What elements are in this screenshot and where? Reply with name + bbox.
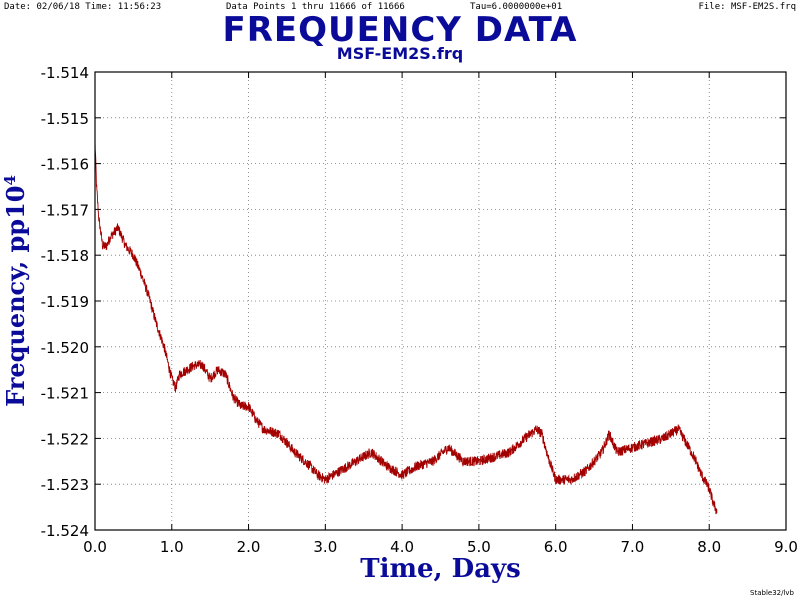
header-file: File: MSF-EM2S.frq (698, 2, 796, 12)
frequency-series-line (94, 139, 718, 515)
y-tick-label: -1.516 (41, 156, 89, 174)
x-tick-label: 2.0 (237, 538, 261, 556)
y-tick-label: -1.521 (41, 385, 89, 403)
y-tick-label: -1.524 (41, 522, 89, 540)
chart-subtitle: MSF-EM2S.frq (336, 44, 464, 63)
x-tick-label: 9.0 (774, 538, 798, 556)
y-tick-label: -1.522 (41, 430, 89, 448)
y-axis-label: Frequency, pp104 (1, 175, 30, 407)
header-data-points: Data Points 1 thru 11666 of 11666 (226, 2, 405, 12)
x-tick-label: 5.0 (467, 538, 491, 556)
tick-layer: 0.0 1.0 2.0 3.0 4.0 5.0 6.0 7.0 8.0 9.0 -1.514 -1.5… (41, 64, 798, 556)
x-tick-label: 7.0 (621, 538, 645, 556)
x-axis-label: Time, Days (360, 554, 521, 584)
y-tick-label: -1.514 (41, 64, 89, 82)
plot-frame (94, 71, 787, 531)
grid-lines (95, 72, 786, 530)
x-tick-label: 3.0 (313, 538, 337, 556)
header-date-time: Date: 02/06/18 Time: 11:56:23 (4, 2, 162, 12)
y-tick-label: -1.517 (41, 201, 89, 219)
x-tick-label: 4.0 (390, 538, 414, 556)
y-tick-label: -1.519 (41, 293, 89, 311)
header-tau: Tau=6.0000000e+01 (470, 2, 563, 12)
x-tick-label: 1.0 (160, 538, 184, 556)
y-tick-label: -1.523 (41, 476, 89, 494)
chart-title: FREQUENCY DATA (222, 10, 578, 50)
x-tick-label: 0.0 (83, 538, 107, 556)
y-axis-label-superscript: 4 (1, 175, 19, 185)
footer-credit: Stable32/lvb (750, 589, 794, 597)
y-tick-label: -1.515 (41, 110, 89, 128)
x-tick-label: 8.0 (697, 538, 721, 556)
x-tick-label: 6.0 (544, 538, 568, 556)
series-layer (94, 139, 718, 515)
y-tick-label: -1.520 (41, 339, 89, 357)
y-tick-label: -1.518 (41, 247, 89, 265)
